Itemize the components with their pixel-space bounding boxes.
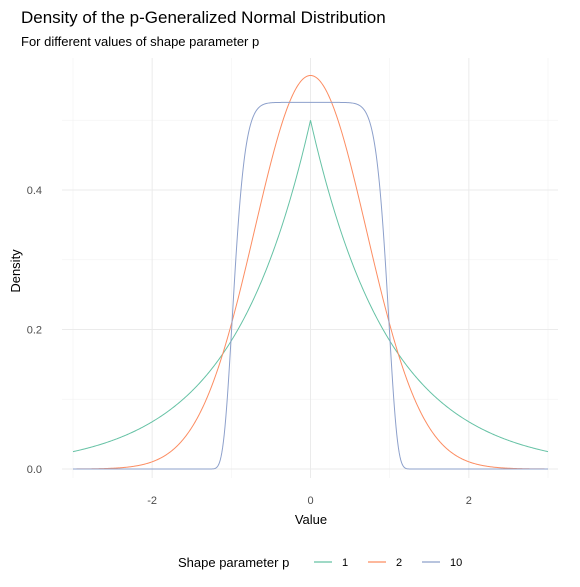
legend-title: Shape parameter p — [178, 555, 289, 570]
x-axis-title: Value — [295, 512, 327, 527]
y-tick-label: 0.0 — [27, 464, 42, 476]
chart-title: Density of the p-Generalized Normal Dist… — [21, 8, 386, 27]
y-axis-ticks: 0.0 0.2 0.4 — [27, 185, 42, 476]
legend-label-p-10: 10 — [450, 557, 462, 569]
x-axis-ticks: -2 0 2 — [147, 495, 472, 507]
series-line-p-1 — [72, 120, 549, 453]
x-tick-label: 0 — [307, 495, 313, 507]
chart-subtitle: For different values of shape parameter … — [21, 34, 259, 49]
legend-label-p-2: 2 — [396, 557, 402, 569]
legend-label-p-1: 1 — [342, 557, 348, 569]
series-lines — [72, 74, 549, 470]
y-tick-label: 0.4 — [27, 185, 42, 197]
x-tick-label: 2 — [466, 495, 472, 507]
x-tick-label: -2 — [147, 495, 157, 507]
series-line-p-2 — [73, 74, 548, 470]
y-axis-title: Density — [8, 249, 23, 293]
legend: Shape parameter p 1 2 10 — [178, 555, 462, 570]
y-tick-label: 0.2 — [27, 325, 42, 337]
series-line-p-10 — [73, 101, 548, 470]
